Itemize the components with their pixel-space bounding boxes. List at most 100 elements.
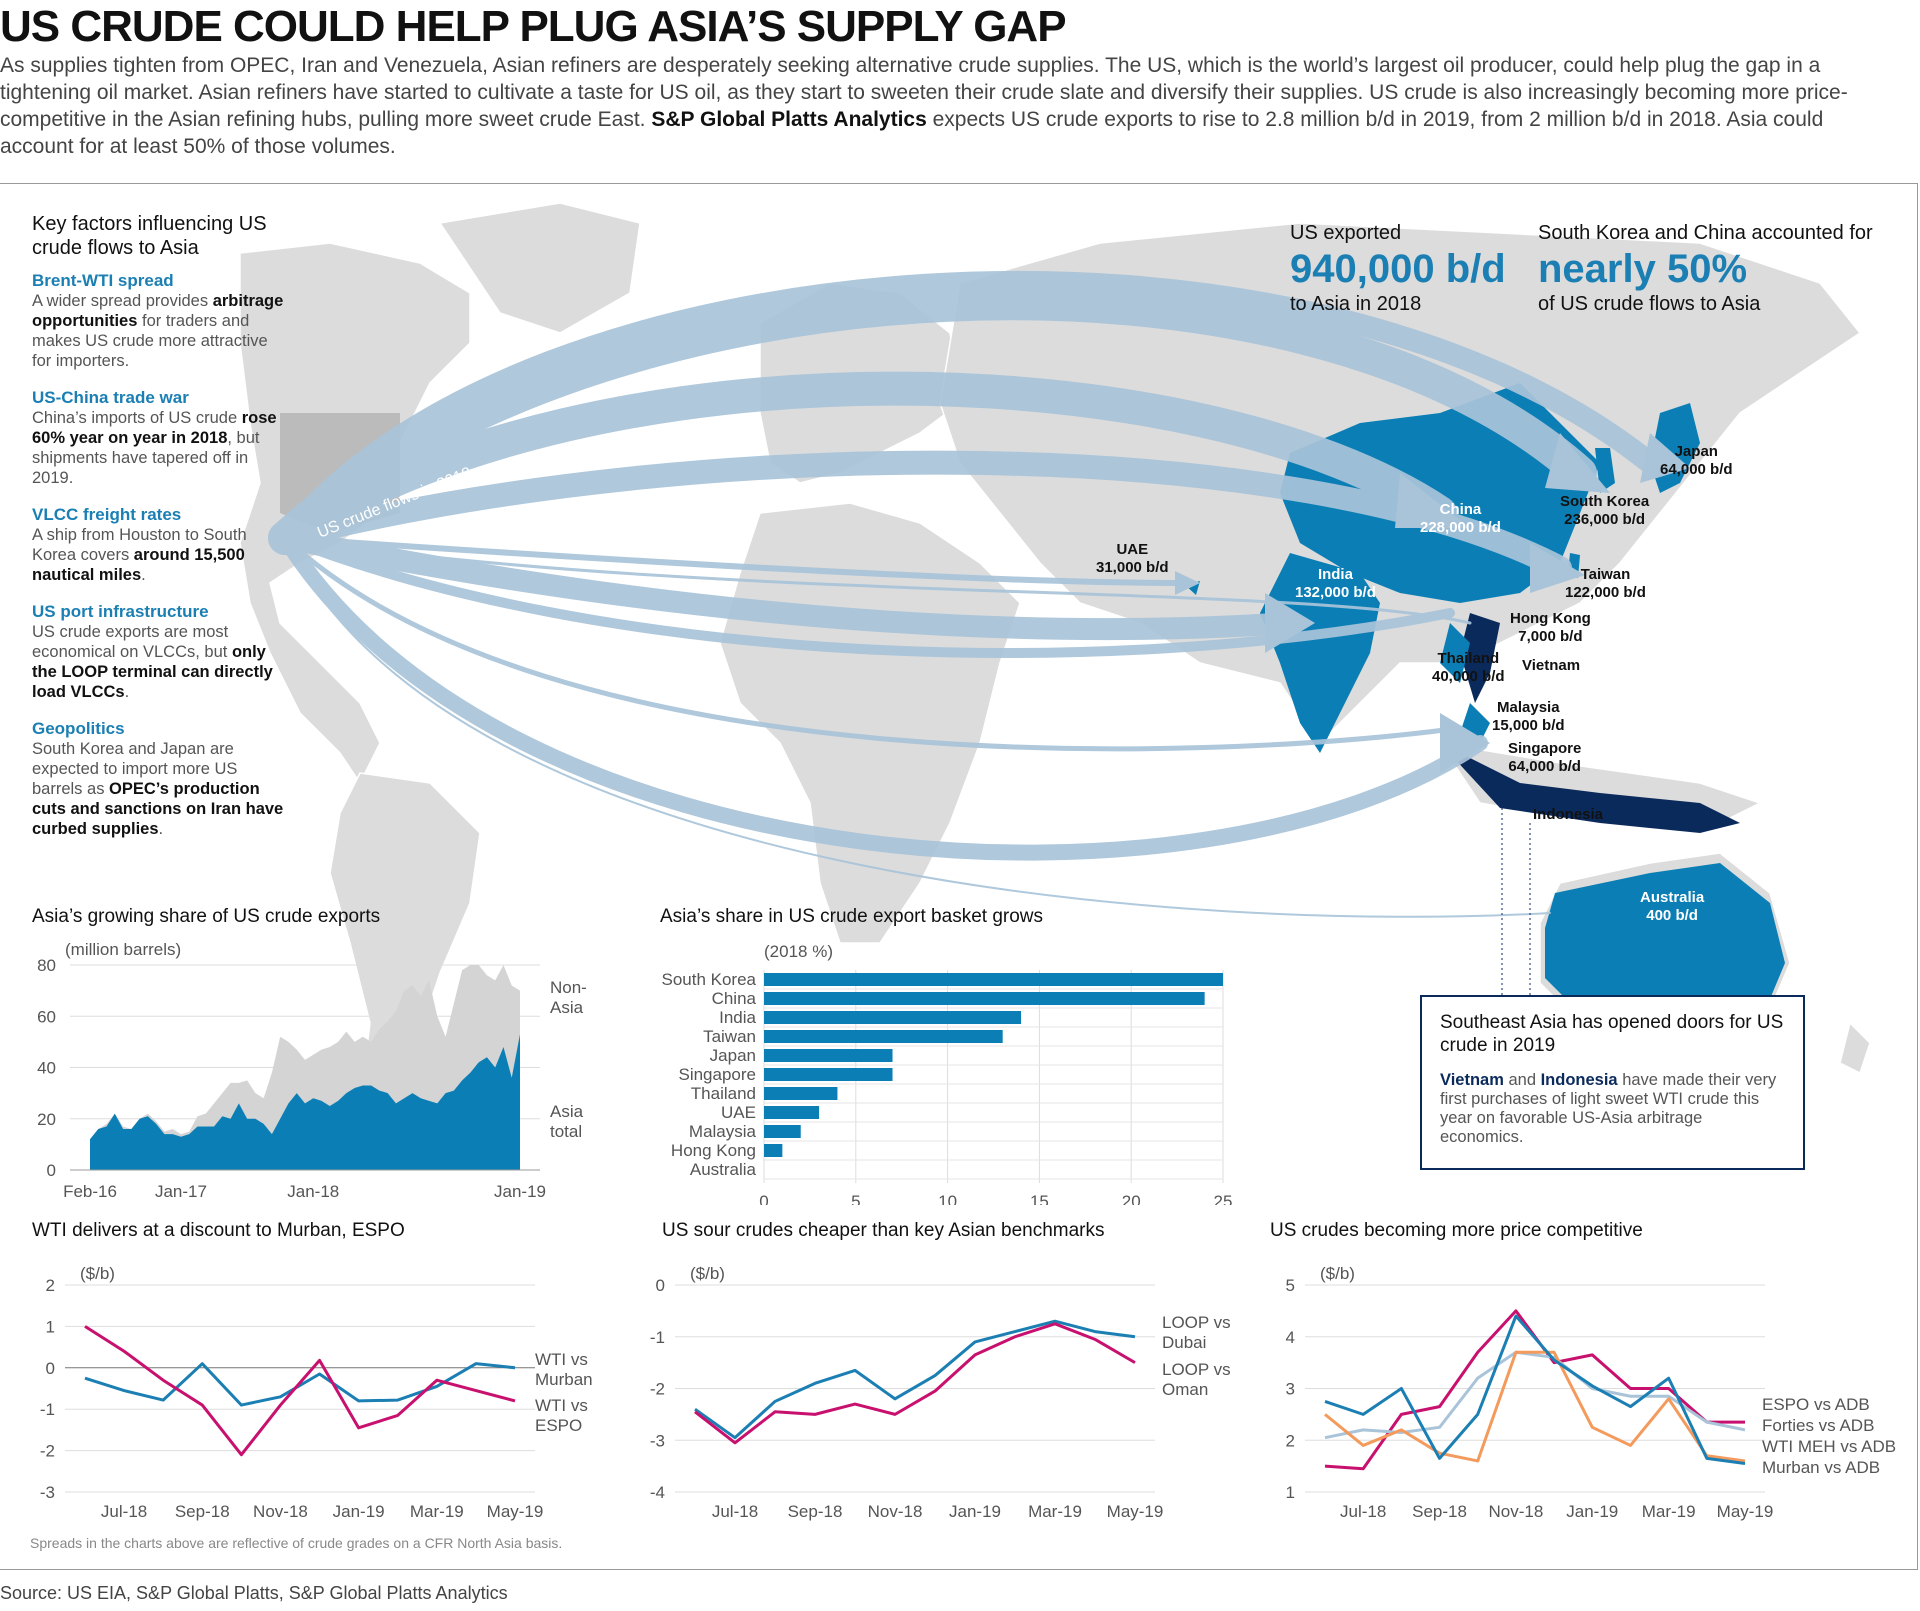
chart2-category-label: China — [712, 989, 757, 1008]
factor-heading: Brent-WTI spread — [32, 271, 174, 290]
factor-text-a: South Korea and Japan are expected to im… — [32, 740, 238, 798]
chart2-bar — [764, 1087, 838, 1100]
chart5-legend-label: Forties vs ADB — [1762, 1416, 1874, 1435]
chart2-category-label: Japan — [710, 1046, 756, 1065]
flow-singapore — [277, 530, 1488, 861]
chart4-legend-label: Oman — [1162, 1380, 1208, 1399]
factor-text: China’s imports of US crude rose 60% yea… — [32, 408, 287, 488]
factor-text: South Korea and Japan are expected to im… — [32, 739, 287, 839]
chart4-x-tick: Jan-19 — [949, 1502, 1001, 1521]
factor-text-b: . — [141, 566, 146, 584]
factor-item: US-China trade war China’s imports of US… — [32, 387, 287, 488]
chart3-legend-label: Murban — [535, 1370, 593, 1389]
chart3-line: ($/b) 2 1 0 -1 -2 -3 Jul-18 Sep-18 Nov-18 Jan-19 Ma… — [40, 1264, 593, 1521]
chart3-y-tick: 2 — [46, 1276, 55, 1295]
chart2-x-tick: 10 — [938, 1192, 957, 1205]
southeast-asia-text: Vietnam and Indonesia have made their ve… — [1440, 1071, 1785, 1147]
label-south-korea-name: South Korea — [1560, 493, 1650, 510]
label-china-value: 228,000 b/d — [1420, 519, 1501, 536]
source-line: Source: US EIA, S&P Global Platts, S&P G… — [0, 1583, 508, 1603]
flow-south-korea — [268, 286, 1597, 555]
chart2-bar — [764, 1030, 1003, 1043]
factor-text-b: . — [124, 683, 130, 701]
chart1-area-series — [90, 1034, 520, 1170]
label-thailand: Thailand 40,000 b/d — [1432, 650, 1505, 686]
flow-australia — [284, 537, 1551, 918]
chart2-category-label: India — [719, 1008, 756, 1027]
chart4-x-tick: May-19 — [1107, 1502, 1164, 1521]
chart4-legend-label: LOOP vs — [1162, 1313, 1231, 1332]
chart4-y-tick: -2 — [650, 1380, 665, 1399]
chart3-legend-label: WTI vs — [535, 1350, 588, 1369]
chart2-x-tick: 15 — [1030, 1192, 1049, 1205]
chart2-title: Asia’s share in US crude export basket g… — [660, 906, 1043, 927]
label-south-korea-value: 236,000 b/d — [1564, 511, 1646, 528]
chart1-y-tick: 0 — [47, 1161, 56, 1180]
factor-text-bold: around 15,500 nautical miles — [32, 546, 245, 584]
factor-item: US port infrastructure US crude exports … — [32, 601, 287, 702]
stat-exported-pre: US exported — [1290, 222, 1402, 244]
chart5-legend-label: ESPO vs ADB — [1762, 1395, 1870, 1414]
chart3-series-line — [84, 1325, 516, 1457]
label-uae: UAE 31,000 b/d — [1096, 541, 1169, 577]
chart2-category-label: Singapore — [678, 1065, 756, 1084]
chart2-category-label: Thailand — [691, 1084, 756, 1103]
label-thailand-value: 40,000 b/d — [1432, 668, 1505, 685]
label-thailand-name: Thailand — [1437, 650, 1500, 667]
chart3-legend-label: ESPO — [535, 1416, 582, 1435]
factor-text: A wider spread provides arbitrage opport… — [32, 291, 287, 371]
chart2-bar — [764, 1106, 820, 1119]
chart1-x-tick: Jan-19 — [494, 1182, 546, 1201]
chart5-title: US crudes becoming more price competitiv… — [1270, 1220, 1643, 1241]
chart2-category-label: South Korea — [661, 970, 756, 989]
chart1-title: Asia’s growing share of US crude exports — [32, 906, 381, 927]
chart5-x-tick: Mar-19 — [1642, 1502, 1696, 1521]
label-uae-name: UAE — [1116, 541, 1149, 558]
chart2-x-tick: 25 — [1214, 1192, 1233, 1205]
label-taiwan: Taiwan 122,000 b/d — [1565, 566, 1646, 602]
chart1-y-tick: 40 — [37, 1059, 56, 1078]
chart1-x-tick: Jan-17 — [155, 1182, 207, 1201]
label-india-value: 132,000 b/d — [1295, 584, 1376, 601]
chart2-category-label: UAE — [721, 1103, 756, 1122]
chart2-bar — [764, 992, 1205, 1005]
label-malaysia-value: 15,000 b/d — [1492, 717, 1565, 734]
chart5-legend-label: WTI MEH vs ADB — [1762, 1437, 1896, 1456]
flow-india — [274, 527, 1301, 641]
chart5-x-tick: May-19 — [1717, 1502, 1774, 1521]
chart4-y-tick: -3 — [650, 1431, 665, 1450]
footnote: Spreads in the charts above are reflecti… — [30, 1535, 563, 1551]
intro-bold: S&P Global Platts Analytics — [651, 108, 927, 131]
label-malaysia-name: Malaysia — [1497, 699, 1560, 716]
chart5-series-line — [1324, 1309, 1745, 1471]
label-india: India 132,000 b/d — [1295, 566, 1376, 602]
label-australia: Australia 400 b/d — [1640, 889, 1704, 925]
factor-text-b: . — [158, 820, 164, 838]
factor-text-bold: arbitrage opportunities — [32, 292, 284, 330]
factor-text-b: , but shipments have tapered off in 2019… — [32, 429, 260, 487]
chart3-title: WTI delivers at a discount to Murban, ES… — [32, 1220, 405, 1241]
chart5-series-line — [1324, 1350, 1746, 1440]
label-australia-value: 400 b/d — [1646, 907, 1698, 924]
infographic-panel — [0, 183, 1918, 1570]
chart4-x-tick: Mar-19 — [1028, 1502, 1082, 1521]
label-indonesia: Indonesia — [1533, 806, 1604, 823]
stat-exported: US exported 940,000 b/d to Asia in 2018 — [1290, 222, 1506, 316]
label-vietnam: Vietnam — [1522, 657, 1581, 674]
chart2-bar — [764, 1144, 783, 1157]
chart3-y-tick: 0 — [46, 1359, 55, 1378]
factor-item: VLCC freight rates A ship from Houston t… — [32, 504, 287, 585]
label-china: China 228,000 b/d — [1420, 501, 1501, 537]
flow-uae — [282, 535, 1183, 586]
chart4-series-line — [694, 1319, 1136, 1440]
label-malaysia: Malaysia 15,000 b/d — [1492, 699, 1565, 735]
chart2-bar — [764, 1068, 893, 1081]
factor-item: Geopolitics South Korea and Japan are ex… — [32, 718, 287, 839]
chart2-category-label: Australia — [690, 1160, 757, 1179]
se-rest: have made their very first purchases of … — [1440, 1071, 1777, 1146]
label-india-name: India — [1317, 566, 1353, 583]
chart2-x-tick: 20 — [1122, 1192, 1141, 1205]
chart3-unit: ($/b) — [80, 1264, 115, 1283]
chart5-x-tick: Nov-18 — [1489, 1502, 1544, 1521]
factor-heading: VLCC freight rates — [32, 505, 182, 524]
